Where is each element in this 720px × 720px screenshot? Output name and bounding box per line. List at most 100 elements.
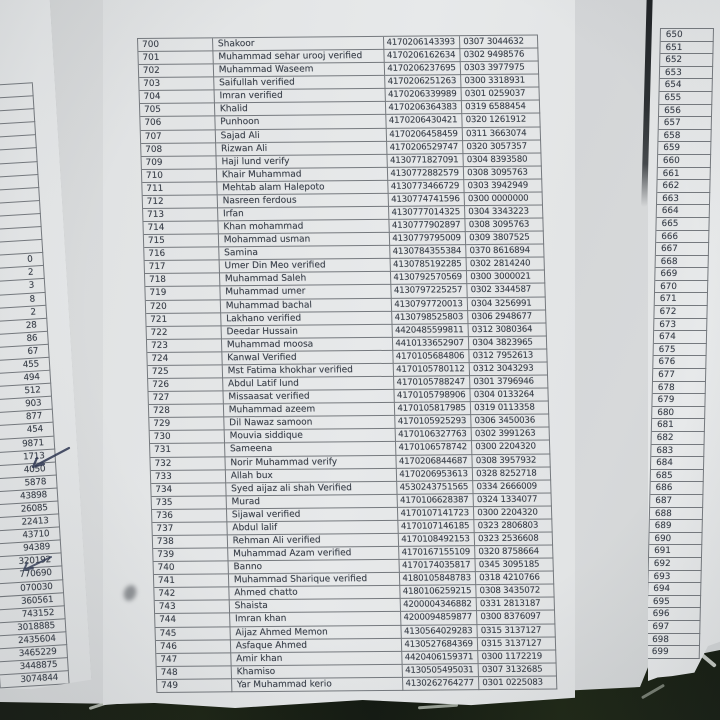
- cell-phone-number: 0308 3957932: [472, 453, 551, 468]
- cell-cnic-number: 4130771827091: [387, 153, 465, 168]
- cell-serial-number: 718: [145, 273, 221, 288]
- cell-phone-number: 0304 3256991: [467, 297, 547, 311]
- cell-phone-number: 0300 2204320: [474, 506, 553, 521]
- cell-cnic-number: 4170107146185: [398, 520, 475, 534]
- right-serial-cell: 675: [653, 343, 707, 357]
- cell-cnic-number: 4130784355384: [390, 245, 467, 260]
- cell-cnic-number: 4130797225257: [391, 284, 468, 299]
- right-serial-cell: 665: [656, 217, 710, 231]
- right-serial-column: 650 651 652 653 654 655 656 657 658 659 660 661 662 6…: [648, 28, 714, 659]
- ink-arrow-mark: [31, 446, 71, 469]
- cell-phone-number: 0302 3344587: [467, 283, 546, 298]
- cell-cnic-number: 4130262764277: [403, 676, 480, 691]
- right-serial-cell: 683: [651, 444, 705, 458]
- right-serial-cell: 671: [654, 293, 708, 307]
- right-serial-cell: 688: [649, 507, 704, 521]
- right-serial-cell: 693: [648, 570, 702, 584]
- cell-serial-number: 721: [146, 312, 222, 327]
- cell-cnic-number: 4170206143393: [384, 36, 461, 50]
- cell-phone-number: 0304 0133264: [470, 388, 549, 403]
- cell-cnic-number: 4170206529747: [387, 140, 464, 155]
- cell-serial-number: 737: [152, 522, 228, 536]
- cell-phone-number: 0301 3796946: [470, 375, 549, 390]
- cell-phone-number: 0306 2948677: [468, 310, 547, 324]
- cell-cnic-number: 4170206339989: [385, 88, 463, 103]
- cell-cnic-number: 4170108492153: [399, 533, 476, 547]
- right-serial-cell: 674: [653, 331, 708, 344]
- cell-phone-number: 0320 1261912: [462, 113, 541, 128]
- right-serial-cell: 650: [660, 29, 714, 42]
- cell-serial-number: 742: [154, 587, 230, 602]
- cell-serial-number: 724: [147, 352, 223, 366]
- cell-cnic-number: 4130772882579: [388, 166, 465, 181]
- cell-serial-number: 744: [155, 613, 231, 628]
- cell-phone-number: 0300 2204320: [472, 440, 551, 455]
- cell-cnic-number: 4170105788247: [394, 376, 471, 390]
- right-serial-cell: 672: [654, 306, 708, 319]
- cell-phone-number: 0328 8252718: [472, 467, 552, 481]
- cell-serial-number: 705: [139, 103, 216, 118]
- cell-serial-number: 711: [142, 182, 218, 196]
- cell-cnic-number: 4200004346882: [401, 598, 478, 613]
- cell-serial-number: 710: [141, 169, 218, 183]
- right-serial-cell: 651: [660, 41, 714, 55]
- right-serial-cell: 661: [657, 167, 711, 181]
- right-serial-cell: 673: [654, 318, 708, 332]
- cell-cnic-number: 4410133652907: [393, 336, 470, 351]
- cell-phone-number: 0304 3823965: [469, 336, 548, 351]
- left-fragment-cell: 3074844: [0, 671, 70, 688]
- right-serial-cell: 669: [655, 268, 709, 281]
- cell-cnic-number: 4420406159371: [402, 650, 479, 665]
- right-serial-cell: 662: [657, 180, 711, 193]
- cell-serial-number: 725: [147, 365, 223, 380]
- cell-cnic-number: 4530243751565: [397, 480, 474, 495]
- cell-serial-number: 730: [149, 430, 225, 445]
- right-serial-cell: 698: [648, 633, 701, 647]
- cell-cnic-number: 4180106259215: [400, 585, 477, 600]
- right-serial-cell: 667: [655, 243, 710, 256]
- cell-phone-number: 0308 3435072: [476, 584, 555, 599]
- right-serial-cell: 694: [648, 583, 702, 596]
- right-serial-cell: 680: [652, 406, 706, 420]
- cell-serial-number: 720: [145, 299, 221, 314]
- cell-phone-number: 0308 3095763: [464, 166, 543, 181]
- cell-cnic-number: 4200094859877: [401, 611, 478, 626]
- cell-cnic-number: 4130564029283: [401, 624, 478, 639]
- right-serial-cell: 666: [656, 230, 710, 244]
- cell-cnic-number: 4130797720013: [392, 297, 469, 312]
- cell-serial-number: 715: [143, 234, 220, 249]
- right-serial-cell: 668: [655, 255, 709, 269]
- right-serial-cell: 652: [660, 54, 714, 67]
- cell-cnic-number: 4170106578742: [396, 441, 473, 456]
- cell-phone-number: 0301 0259037: [461, 87, 540, 102]
- cell-serial-number: 726: [148, 378, 224, 393]
- cell-cnic-number: 4170105925293: [395, 415, 472, 430]
- cell-cnic-number: 4170206844687: [396, 454, 473, 469]
- cell-cnic-number: 4170105684806: [393, 350, 470, 364]
- cell-serial-number: 722: [146, 326, 222, 340]
- cell-cnic-number: 4170167155109: [399, 546, 476, 560]
- cell-serial-number: 714: [143, 221, 219, 236]
- cell-cnic-number: 4170206237695: [385, 62, 462, 77]
- cell-phone-number: 0318 4210766: [476, 571, 555, 586]
- cell-phone-number: 0324 1334077: [473, 493, 552, 507]
- right-serial-cell: 691: [648, 545, 703, 558]
- right-serial-cell: 682: [651, 432, 705, 445]
- cell-cnic-number: 4170174035817: [399, 559, 477, 574]
- cell-serial-number: 706: [140, 116, 216, 131]
- cell-serial-number: 701: [138, 51, 214, 66]
- right-serial-cell: 658: [658, 129, 712, 143]
- right-serial-cell: 687: [650, 494, 704, 508]
- cell-phone-number: 0312 7952613: [469, 349, 548, 364]
- cell-phone-number: 0307 3044632: [460, 35, 539, 50]
- cell-serial-number: 734: [151, 482, 227, 497]
- cell-phone-number: 0306 3450036: [471, 414, 550, 429]
- center-sheet: 700 Shakoor 4170206143393 0307 3044632 7…: [103, 0, 575, 708]
- cell-serial-number: 707: [140, 129, 216, 144]
- right-serial-cell: 653: [659, 66, 714, 80]
- right-serial-cell: 656: [658, 104, 713, 118]
- cell-serial-number: 733: [150, 469, 227, 484]
- cell-serial-number: 729: [149, 417, 225, 432]
- cell-serial-number: 738: [152, 535, 228, 550]
- cell-serial-number: 727: [148, 391, 224, 406]
